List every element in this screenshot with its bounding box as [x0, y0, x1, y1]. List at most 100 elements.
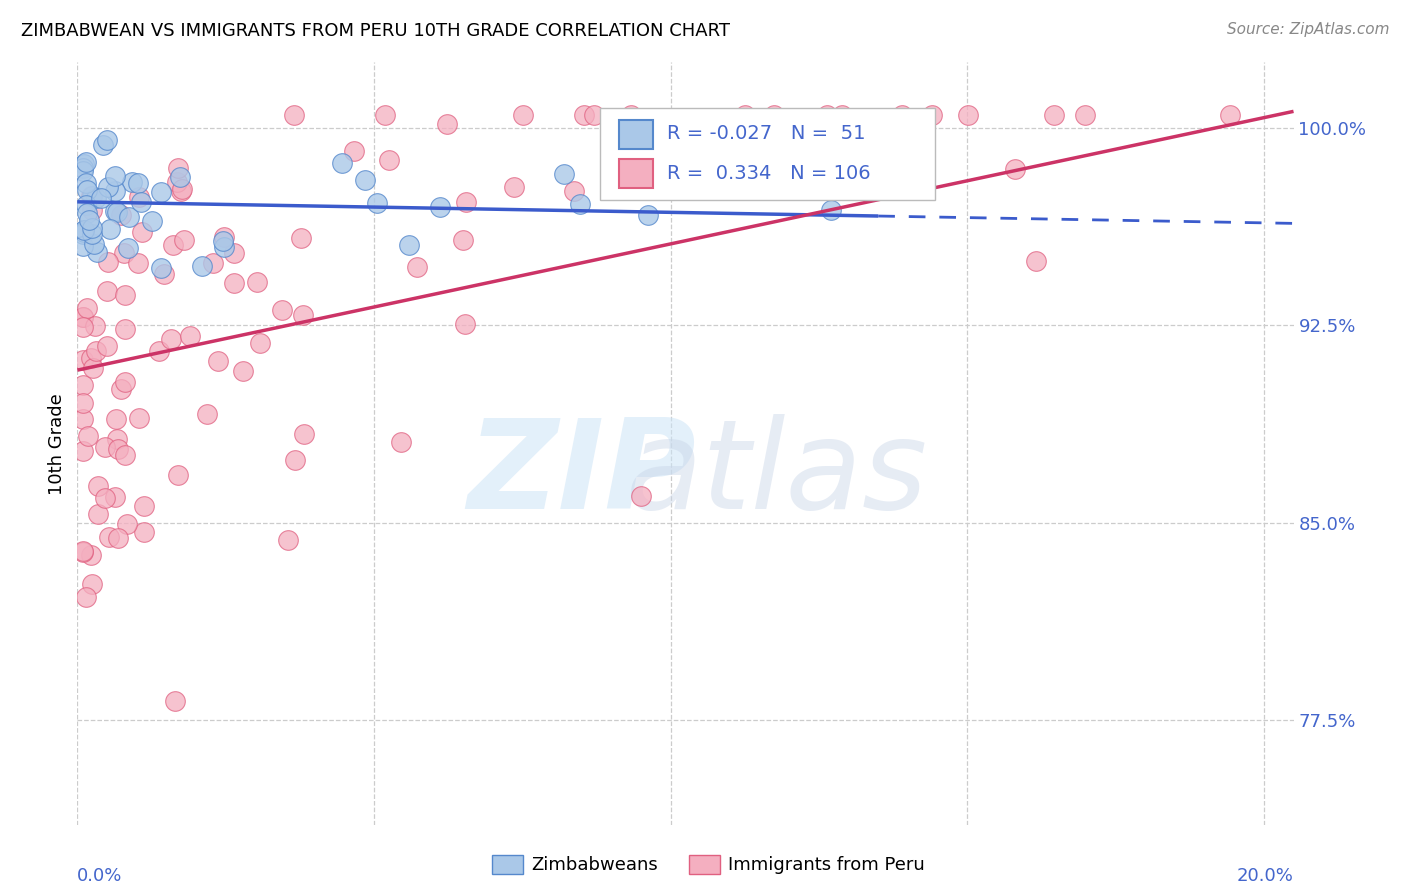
Point	[637, 208, 659, 222]
Point	[104, 203, 127, 218]
Point	[374, 108, 396, 122]
Text: Zimbabweans: Zimbabweans	[531, 856, 658, 874]
Point	[83, 318, 105, 333]
Point	[291, 308, 314, 322]
Point	[84, 343, 107, 358]
Point	[77, 429, 100, 443]
Point	[141, 214, 163, 228]
Point	[162, 238, 184, 252]
Point	[87, 479, 110, 493]
Point	[166, 175, 188, 189]
Point	[553, 167, 575, 181]
Text: R =  0.334   N = 106: R = 0.334 N = 106	[668, 163, 870, 183]
Bar	[619, 120, 652, 149]
Point	[110, 382, 132, 396]
Point	[128, 411, 150, 425]
Point	[169, 170, 191, 185]
Point	[96, 284, 118, 298]
Point	[454, 317, 477, 331]
Point	[107, 442, 129, 456]
Text: atlas: atlas	[626, 414, 928, 535]
Point	[354, 172, 377, 186]
Point	[191, 260, 214, 274]
Point	[76, 205, 98, 219]
Point	[118, 210, 141, 224]
Point	[891, 108, 914, 122]
Point	[436, 117, 458, 131]
Point	[97, 530, 120, 544]
Point	[149, 186, 172, 200]
Point	[114, 288, 136, 302]
Point	[76, 183, 98, 197]
Text: R = -0.027   N =  51: R = -0.027 N = 51	[668, 124, 866, 143]
Point	[73, 225, 96, 239]
Point	[284, 453, 307, 467]
Point	[343, 144, 366, 158]
Point	[75, 198, 97, 212]
Point	[398, 238, 420, 252]
Point	[72, 239, 94, 253]
Point	[75, 590, 97, 604]
Point	[104, 169, 127, 183]
Point	[283, 108, 305, 122]
Point	[503, 179, 526, 194]
Point	[90, 191, 112, 205]
Point	[82, 189, 104, 203]
Text: 20.0%: 20.0%	[1237, 867, 1294, 885]
Point	[378, 153, 401, 167]
Point	[734, 108, 756, 122]
Point	[820, 202, 842, 217]
Point	[103, 491, 125, 505]
Point	[620, 108, 643, 122]
Point	[87, 507, 110, 521]
Point	[292, 427, 315, 442]
Point	[166, 161, 188, 175]
Point	[232, 364, 254, 378]
Point	[80, 351, 103, 365]
Point	[1025, 254, 1047, 268]
Point	[97, 180, 120, 194]
Point	[170, 184, 193, 198]
Y-axis label: 10th Grade: 10th Grade	[48, 392, 66, 495]
Point	[1004, 161, 1026, 176]
Point	[72, 227, 94, 242]
Point	[246, 275, 269, 289]
Point	[117, 241, 139, 255]
Point	[104, 411, 127, 425]
Point	[132, 499, 155, 513]
Point	[72, 310, 94, 324]
Point	[128, 189, 150, 203]
Point	[290, 230, 312, 244]
Point	[957, 108, 980, 122]
Point	[110, 208, 132, 222]
Point	[815, 108, 838, 122]
Point	[77, 212, 100, 227]
Point	[389, 434, 412, 449]
Point	[131, 226, 153, 240]
Point	[76, 176, 98, 190]
Point	[72, 378, 94, 392]
Point	[173, 233, 195, 247]
Point	[167, 467, 190, 482]
Point	[170, 182, 193, 196]
Point	[105, 432, 128, 446]
Point	[202, 256, 225, 270]
Point	[921, 108, 943, 122]
Point	[82, 361, 104, 376]
Point	[214, 239, 236, 253]
Point	[630, 489, 652, 503]
Point	[97, 255, 120, 269]
Point	[132, 524, 155, 539]
Point	[165, 693, 187, 707]
Point	[94, 440, 117, 454]
Point	[668, 178, 690, 192]
Point	[72, 544, 94, 558]
Point	[783, 171, 806, 186]
Point	[72, 156, 94, 170]
Text: Immigrants from Peru: Immigrants from Peru	[728, 856, 925, 874]
Point	[72, 545, 94, 559]
Point	[75, 155, 97, 169]
Point	[366, 195, 388, 210]
Point	[115, 517, 138, 532]
Point	[80, 548, 103, 562]
